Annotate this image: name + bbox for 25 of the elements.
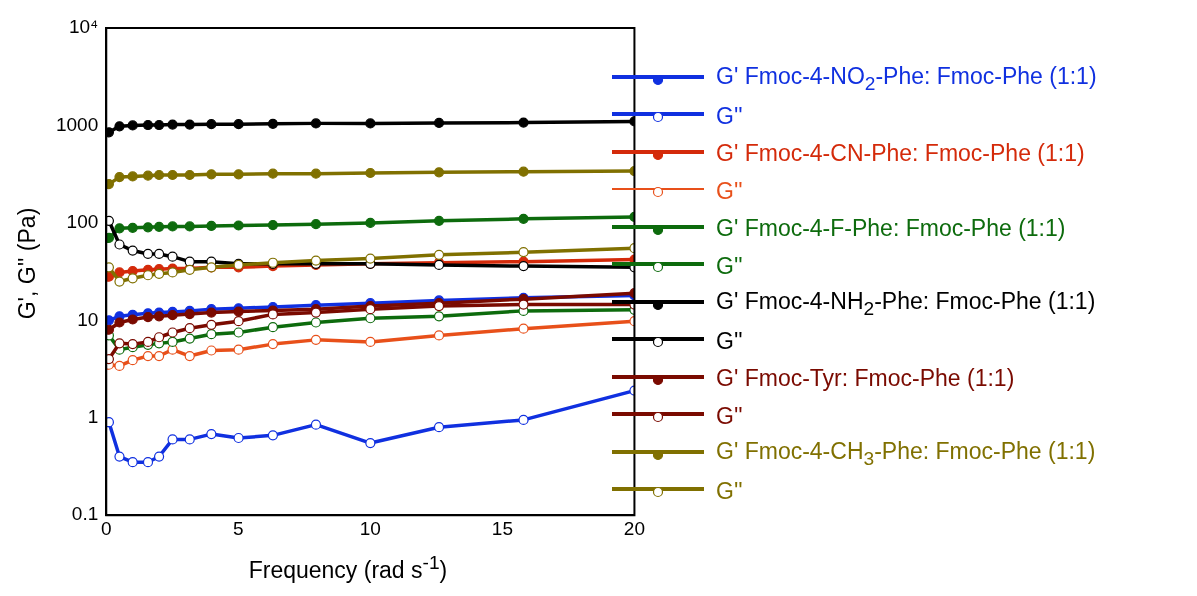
- y-tick-label: 10⁴: [68, 16, 99, 38]
- legend-label: G' Fmoc-4-NH$_{2}$-Phe: Fmoc-Phe (1:1): [716, 287, 1096, 320]
- y-axis-title: G', G'' (Pa): [14, 207, 42, 319]
- legend-label: G'': [716, 252, 743, 280]
- y-tick-label: 0.1: [71, 503, 99, 525]
- legend-label: G' Fmoc-4-NO$_{2}$-Phe: Fmoc-Phe (1:1): [716, 62, 1097, 95]
- legend-label: G' Fmoc-4-CN-Phe: Fmoc-Phe (1:1): [716, 140, 1085, 168]
- legend-label: G'': [716, 177, 743, 205]
- y-tick-label: 100: [66, 211, 99, 233]
- legend-label: G' Fmoc-Tyr: Fmoc-Phe (1:1): [716, 365, 1015, 393]
- x-tick-label: 15: [491, 517, 513, 539]
- x-tick-label: 0: [100, 517, 112, 539]
- y-tick-label: 1000: [55, 113, 99, 135]
- y-tick-label: 1: [87, 405, 99, 427]
- legend-label: G' Fmoc-4-CH$_{3}$-Phe: Fmoc-Phe (1:1): [716, 437, 1096, 470]
- x-tick-label: 5: [233, 517, 244, 539]
- x-tick-label: 10: [359, 517, 381, 539]
- legend-label: G' Fmoc-4-F-Phe: Fmoc-Phe (1:1): [716, 215, 1066, 243]
- x-tick-label: 20: [623, 517, 645, 539]
- legend-label: G'': [716, 102, 743, 130]
- x-axis-title: Frequency (rad s$^{-1}$): [247, 552, 449, 584]
- legend-label: G'': [716, 327, 743, 355]
- y-tick-label: 10: [77, 308, 99, 330]
- legend-label: G'': [716, 477, 743, 505]
- legend-label: G'': [716, 402, 743, 430]
